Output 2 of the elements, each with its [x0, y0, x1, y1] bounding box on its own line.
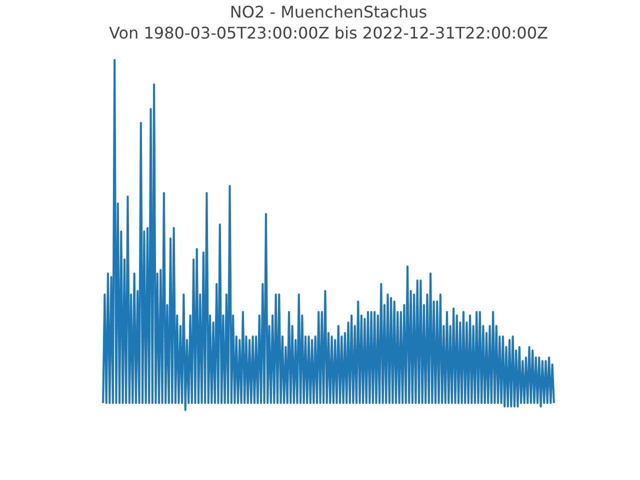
chart-title: NO2 - MuenchenStachus	[230, 2, 428, 22]
chart-subtitle: Von 1980-03-05T23:00:00Z bis 2022-12-31T22:00:00Z	[109, 24, 548, 42]
